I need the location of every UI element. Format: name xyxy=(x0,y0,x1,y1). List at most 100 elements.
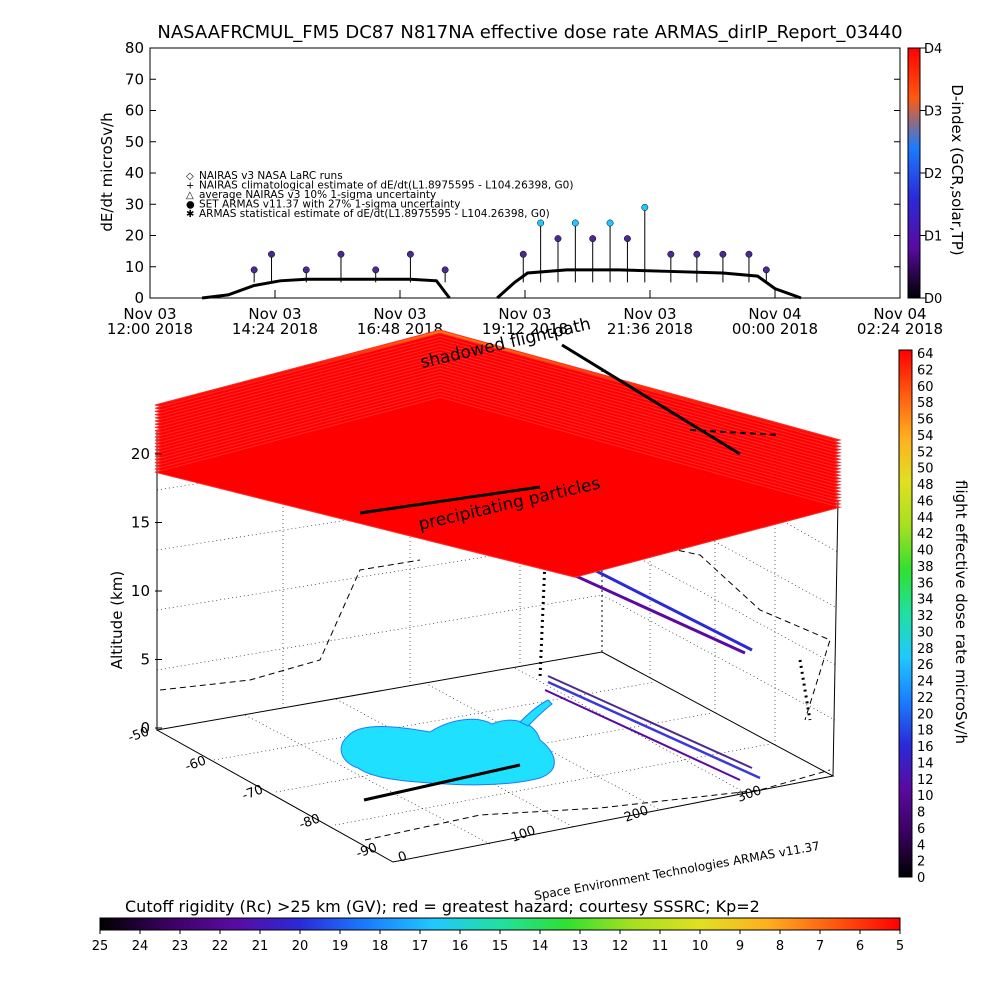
legend-symbol: △ xyxy=(186,190,194,201)
dose-rate-tick-label: 60 xyxy=(917,380,934,395)
cutoff-tick-label: 20 xyxy=(292,939,309,954)
top-x-tick-time: 19:12 2018 xyxy=(482,320,568,338)
dose-rate-tick-label: 58 xyxy=(917,396,934,411)
armas-data-point xyxy=(606,219,614,227)
armas-data-point xyxy=(554,235,562,243)
armas-data-point xyxy=(302,266,310,274)
cutoff-tick-label: 11 xyxy=(652,939,669,954)
top-x-tick-date: Nov 04 xyxy=(873,305,926,323)
top-x-tick-date: Nov 03 xyxy=(373,305,426,323)
cutoff-title: Cutoff rigidity (Rc) >25 km (GV); red = … xyxy=(125,897,760,916)
dindex-tick-label: D2 xyxy=(924,167,942,182)
armas-data-point xyxy=(623,235,631,243)
latitude-tick-label: -90 xyxy=(354,840,379,861)
top-y-tick-label: 70 xyxy=(125,70,144,88)
cutoff-tick-label: 14 xyxy=(532,939,549,954)
latitude-tick-label: -70 xyxy=(240,782,265,803)
latitude-tick-label: -50 xyxy=(126,724,151,745)
cutoff-tick-label: 22 xyxy=(212,939,229,954)
cutoff-tick-label: 8 xyxy=(776,939,784,954)
cutoff-tick-label: 5 xyxy=(896,939,904,954)
legend-label: NAIRAS v3 NASA LaRC runs xyxy=(199,170,343,182)
armas-data-point xyxy=(268,250,275,258)
cutoff-tick-label: 24 xyxy=(132,939,149,954)
dose-rate-tick-label: 6 xyxy=(917,822,925,837)
dose-rate-colorbar xyxy=(898,349,913,878)
top-y-tick-label: 80 xyxy=(125,39,144,57)
altitude-tick-label: 15 xyxy=(131,514,150,532)
cutoff-tick-label: 6 xyxy=(856,939,864,954)
cutoff-tick-label: 17 xyxy=(412,939,429,954)
armas-data-point xyxy=(762,266,770,274)
top-series-layer xyxy=(201,203,802,300)
armas-data-point xyxy=(745,250,753,258)
dose-rate-tick-label: 4 xyxy=(917,838,925,853)
legend-symbol: ◇ xyxy=(186,171,194,182)
ground-track-black xyxy=(363,763,521,802)
dose-rate-tick-label: 22 xyxy=(917,691,934,706)
cutoff-tick-label: 19 xyxy=(332,939,349,954)
top-y-tick-label: 60 xyxy=(125,102,144,120)
precipitating-path-line xyxy=(359,485,541,515)
top-x-tick-date: Nov 03 xyxy=(248,305,301,323)
dose-rate-axis: 0246810121416182022242628303234363840424… xyxy=(917,347,934,886)
top-x-tick-time: 16:48 2018 xyxy=(357,320,443,338)
top-chart-title: NASAAFRCMUL_FM5 DC87 N817NA effective do… xyxy=(157,22,902,43)
top-timeseries-chart: NASAAFRCMUL_FM5 DC87 N817NA effective do… xyxy=(98,22,966,338)
top-y-tick-label: 30 xyxy=(125,195,144,213)
dose-rate-tick-label: 16 xyxy=(917,740,934,755)
altitude-axis-label: Altitude (km) xyxy=(108,571,126,669)
ground-track-purple xyxy=(544,689,741,781)
flight-path-lower xyxy=(547,675,753,769)
credit-text: Space Environment Technologies ARMAS v11… xyxy=(533,839,821,903)
flight-path-climb xyxy=(538,559,547,679)
cutoff-tick-label: 12 xyxy=(612,939,629,954)
armas-data-point xyxy=(693,250,701,258)
antarctica-landmass xyxy=(340,718,555,786)
shadowed-slab-layer xyxy=(154,396,842,578)
top-x-tick-time: 21:36 2018 xyxy=(607,320,693,338)
legend-label: SET ARMAS v11.37 with 27% 1-sigma uncert… xyxy=(199,199,461,211)
floor-grid xyxy=(213,667,771,845)
dose-rate-tick-label: 12 xyxy=(917,773,934,788)
dose-rate-tick-label: 32 xyxy=(917,609,934,624)
dose-rate-tick-label: 38 xyxy=(917,560,934,575)
armas-data-point xyxy=(519,250,527,258)
cutoff-tick-label: 18 xyxy=(372,939,389,954)
top-y-tick-label: 0 xyxy=(134,289,144,307)
dose-rate-tick-label: 64 xyxy=(917,347,934,362)
flight-path-upper-purple xyxy=(544,560,746,655)
altitude-tick-label: 20 xyxy=(131,445,150,463)
dose-rate-tick-label: 36 xyxy=(917,576,934,591)
armas-data-point xyxy=(719,250,727,258)
dose-rate-tick-label: 52 xyxy=(917,445,934,460)
longitude-tick-label: 300 xyxy=(735,783,763,806)
dose-rate-tick-label: 42 xyxy=(917,527,934,542)
top-x-tick-date: Nov 03 xyxy=(623,305,676,323)
armas-data-point xyxy=(441,266,449,274)
back-right-edge xyxy=(832,499,839,777)
projection-dashes-1 xyxy=(159,559,421,691)
altitude-axis: 0 5 10 15 20 xyxy=(131,445,162,737)
ground-track-blue xyxy=(547,680,761,780)
projection-dashes-2 xyxy=(364,769,831,841)
dindex-tick-label: D3 xyxy=(924,105,942,120)
dose-rate-tick-label: 48 xyxy=(917,478,934,493)
dose-rate-tick-label: 0 xyxy=(917,871,925,886)
latitude-axis: -50 -60 -70 -80 -90 xyxy=(126,724,379,861)
dose-rate-tick-label: 28 xyxy=(917,642,934,657)
cutoff-tick-label: 21 xyxy=(252,939,269,954)
cutoff-tick-label: 25 xyxy=(92,939,109,954)
cutoff-rigidity-bar: Cutoff rigidity (Rc) >25 km (GV); red = … xyxy=(92,897,904,954)
cutoff-tick-label: 16 xyxy=(452,939,469,954)
dose-rate-tick-label: 30 xyxy=(917,625,934,640)
cutoff-tick-label: 10 xyxy=(692,939,709,954)
latitude-tick-label: -60 xyxy=(183,753,208,774)
cutoff-tick-label: 15 xyxy=(492,939,509,954)
top-y-tick-label: 40 xyxy=(125,164,144,182)
dose-rate-axis-label: flight effective dose rate microSv/h xyxy=(952,480,970,744)
dose-rate-tick-label: 54 xyxy=(917,429,934,444)
top-x-tick-time: 12:00 2018 xyxy=(107,320,193,338)
